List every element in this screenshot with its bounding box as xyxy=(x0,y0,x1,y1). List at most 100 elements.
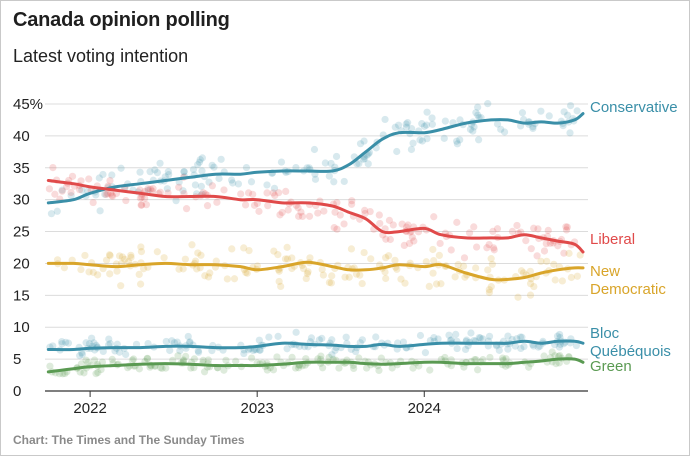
poll-dot xyxy=(436,239,444,248)
poll-dot xyxy=(493,120,502,128)
poll-dot xyxy=(416,136,424,144)
poll-dot xyxy=(108,192,117,200)
poll-dot xyxy=(319,364,327,372)
poll-dot xyxy=(400,241,408,249)
poll-dot xyxy=(166,346,174,355)
y-tick-label: 5 xyxy=(13,351,21,368)
poll-dot xyxy=(342,333,350,341)
poll-dot xyxy=(359,155,367,163)
poll-dot xyxy=(382,254,390,262)
poll-dot xyxy=(271,191,279,200)
poll-dot xyxy=(151,166,159,174)
x-tick-label: 2023 xyxy=(241,400,274,417)
chart-source: Chart: The Times and The Sunday Times xyxy=(13,433,245,447)
poll-dot xyxy=(476,334,484,342)
poll-dot xyxy=(461,345,470,354)
poll-dot xyxy=(360,137,368,145)
poll-dot xyxy=(554,242,562,250)
poll-dot xyxy=(360,248,368,257)
poll-dot xyxy=(364,160,372,168)
poll-dot xyxy=(113,267,121,275)
poll-dot xyxy=(487,283,495,291)
series-label: Green xyxy=(590,358,632,375)
poll-dot xyxy=(281,255,290,263)
poll-dot xyxy=(46,362,54,370)
poll-dot xyxy=(162,364,170,372)
poll-dot xyxy=(475,333,483,342)
poll-dot xyxy=(474,366,482,374)
poll-dot xyxy=(513,221,521,230)
poll-dot xyxy=(62,338,70,346)
poll-dot xyxy=(566,129,574,137)
series-label: Conservative xyxy=(590,99,678,116)
poll-dot xyxy=(511,342,519,350)
poll-dot xyxy=(456,116,464,124)
poll-dot xyxy=(82,356,90,364)
poll-dot xyxy=(255,207,263,215)
poll-dot xyxy=(295,364,303,372)
poll-dot xyxy=(556,330,564,339)
poll-dot xyxy=(222,356,230,364)
poll-dot xyxy=(484,100,492,108)
poll-dot xyxy=(333,225,341,233)
poll-dot xyxy=(474,111,482,119)
poll-dot xyxy=(61,369,69,378)
poll-dot xyxy=(78,350,86,359)
poll-dot xyxy=(288,264,296,273)
poll-dot xyxy=(325,172,333,180)
poll-dot xyxy=(331,208,339,216)
poll-dot xyxy=(250,201,259,209)
poll-dot xyxy=(248,354,256,362)
poll-dot xyxy=(529,123,537,131)
poll-dot xyxy=(553,332,562,340)
poll-dot xyxy=(543,257,551,265)
poll-dot xyxy=(161,173,169,181)
poll-dot xyxy=(441,353,449,362)
poll-dot xyxy=(318,265,326,274)
poll-dot xyxy=(522,237,530,245)
poll-dot xyxy=(245,246,253,255)
poll-dot xyxy=(105,335,113,343)
poll-dot xyxy=(566,101,575,110)
poll-dot xyxy=(488,260,496,268)
poll-dot xyxy=(540,247,549,255)
poll-dot xyxy=(136,168,144,176)
poll-dot xyxy=(356,140,365,148)
poll-dot xyxy=(385,216,394,224)
poll-dot xyxy=(304,268,312,276)
poll-dot xyxy=(415,362,423,370)
poll-dot xyxy=(307,334,316,342)
poll-dot xyxy=(294,204,302,212)
poll-dot xyxy=(187,364,195,372)
poll-dot xyxy=(361,154,369,163)
poll-dot xyxy=(136,280,145,288)
poll-dot xyxy=(199,356,207,364)
poll-dot xyxy=(197,182,205,190)
poll-dot xyxy=(479,335,487,343)
poll-dot xyxy=(429,269,437,277)
poll-dot xyxy=(325,353,333,361)
poll-dot xyxy=(204,273,213,281)
poll-dot xyxy=(470,223,478,231)
poll-dot xyxy=(395,121,403,129)
poll-dot xyxy=(292,364,300,372)
poll-dot xyxy=(441,117,449,125)
poll-dot xyxy=(526,267,534,275)
poll-dot xyxy=(148,187,156,195)
poll-dot xyxy=(88,334,96,342)
poll-dot xyxy=(173,338,181,346)
poll-dot xyxy=(188,241,196,249)
poll-dot xyxy=(483,244,491,252)
poll-dot xyxy=(555,343,564,351)
poll-dot xyxy=(90,339,98,347)
poll-dot xyxy=(545,112,553,120)
poll-dot xyxy=(363,364,371,372)
poll-dot xyxy=(428,120,436,128)
poll-dot xyxy=(186,339,194,347)
poll-dot xyxy=(514,293,522,301)
poll-dot xyxy=(356,339,364,347)
poll-dot xyxy=(206,269,214,277)
poll-dot xyxy=(388,364,396,372)
poll-dot xyxy=(53,207,61,215)
poll-dot xyxy=(217,155,225,163)
